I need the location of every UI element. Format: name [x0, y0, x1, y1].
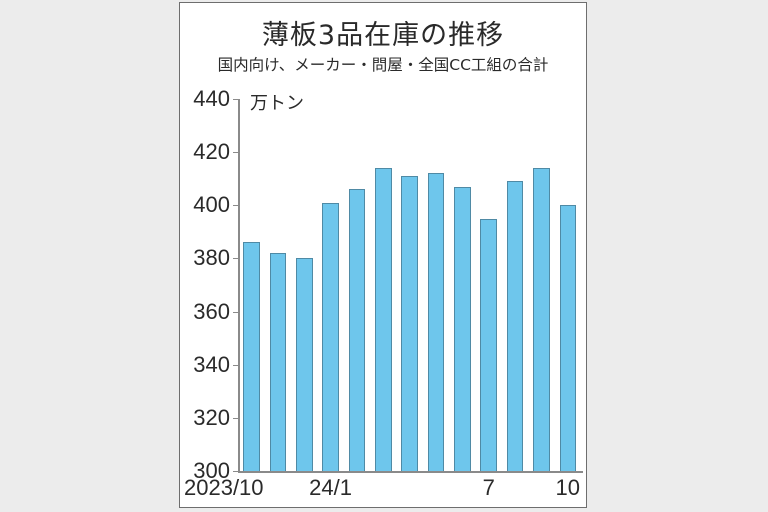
y-tick: [233, 152, 238, 154]
x-axis-line: [238, 471, 583, 473]
bar: [427, 173, 445, 471]
bar: [506, 181, 524, 471]
y-tick: [233, 417, 238, 419]
y-tick-label: 360: [193, 298, 230, 324]
bar: [243, 242, 260, 471]
bar: [322, 202, 339, 471]
chart-title: 薄板3品在庫の推移: [261, 20, 505, 51]
y-tick: [233, 364, 238, 366]
y-tick-label: 340: [193, 351, 230, 377]
bar: [375, 168, 392, 471]
bar: [269, 253, 287, 471]
x-tick-label: 10: [555, 475, 580, 500]
bar: [348, 189, 366, 471]
x-tick-label: 24/1: [309, 475, 352, 500]
y-tick: [233, 311, 238, 313]
y-tick: [233, 99, 238, 100]
bar: [480, 218, 497, 471]
y-tick-label: 420: [193, 139, 230, 165]
chart-frame: 薄板3品在庫の推移 国内向け、メーカー・問屋・全国CC工組の合計 万トン 300…: [179, 2, 587, 508]
y-tick: [233, 258, 238, 260]
y-tick-label: 380: [193, 245, 230, 271]
bar: [296, 258, 313, 471]
y-tick: [233, 205, 238, 207]
bar: [559, 205, 576, 471]
bar: [454, 186, 471, 471]
y-axis-unit-label: 万トン: [250, 93, 304, 114]
y-tick-label: 300: [193, 458, 230, 483]
x-tick-label: 7: [482, 475, 495, 500]
y-tick-label: 320: [193, 404, 230, 430]
y-tick-label: 440: [193, 86, 230, 111]
y-axis-line: [238, 99, 240, 471]
y-tick: [233, 471, 238, 472]
bar: [401, 176, 418, 471]
x-tick-label: 2023/10: [184, 475, 264, 500]
bar: [533, 168, 550, 471]
chart-subtitle: 国内向け、メーカー・問屋・全国CC工組の合計: [217, 56, 549, 74]
y-tick-label: 400: [193, 192, 230, 218]
